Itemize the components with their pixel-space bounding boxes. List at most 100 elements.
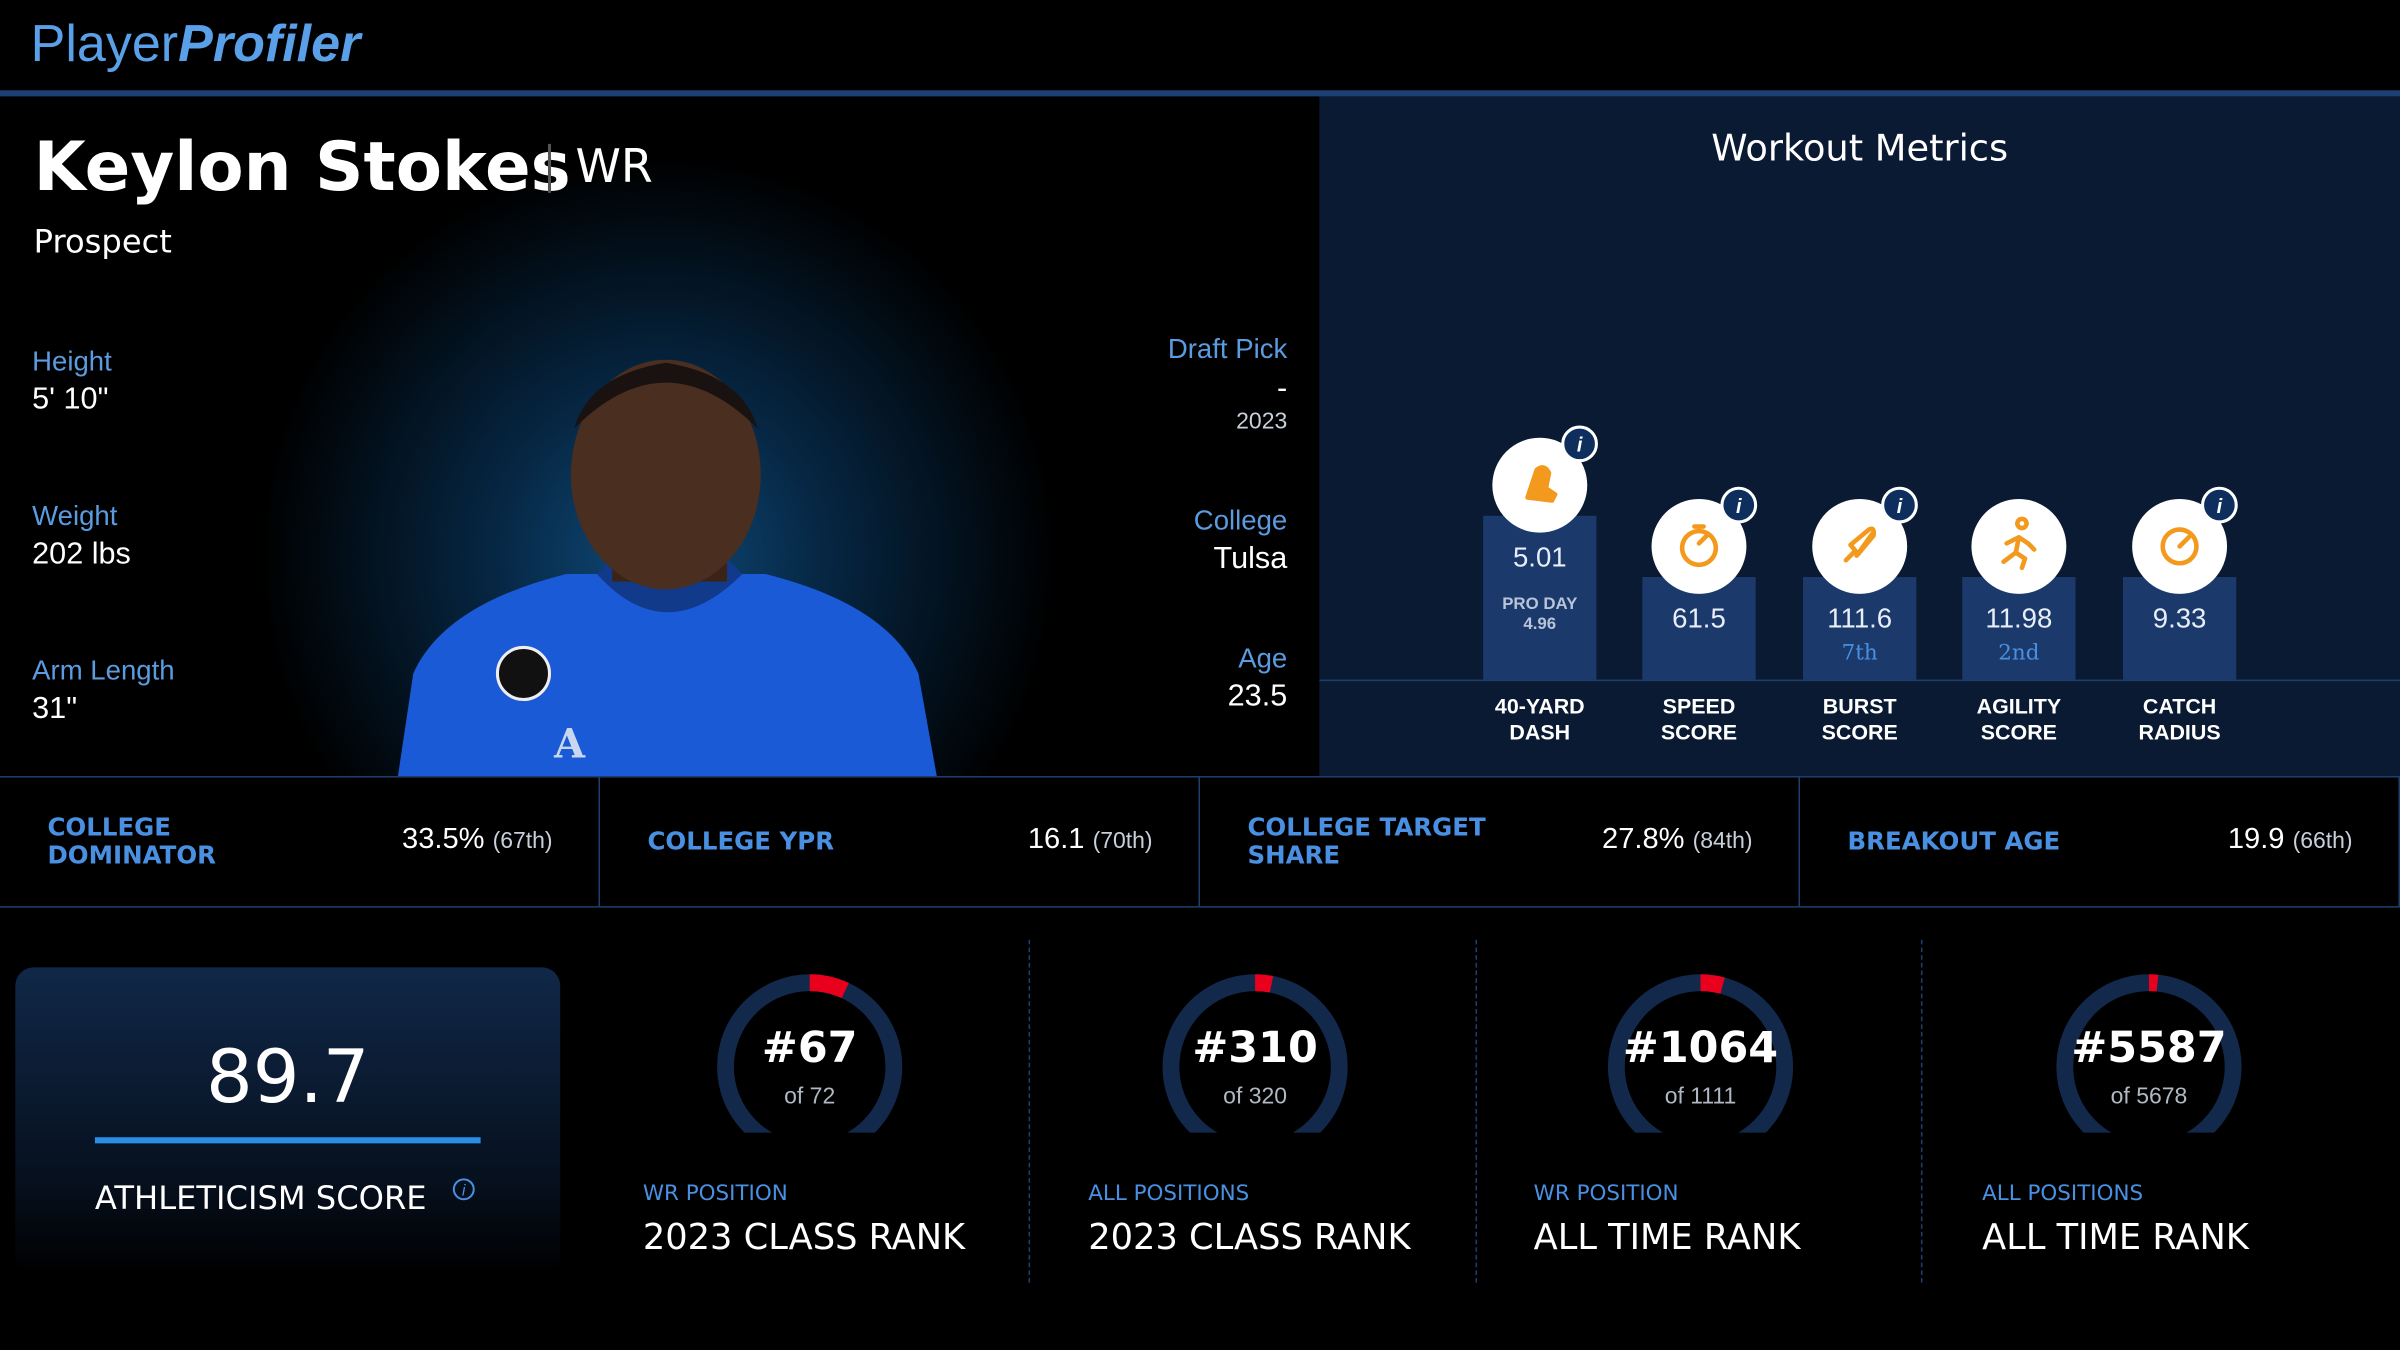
info-i: i	[1897, 496, 1903, 518]
stat-cell: BREAKOUT AGE 19.9 (66th)	[1800, 777, 2400, 907]
rank-subtitle: ALL POSITIONS	[1982, 1181, 2144, 1207]
stat-label: COLLEGE DOMINATOR	[47, 812, 217, 870]
metric-icon: i	[1812, 486, 1918, 594]
stat-cell: COLLEGE DOMINATOR 33.5% (67th)	[0, 777, 601, 907]
rank-number: #310	[1192, 1022, 1318, 1073]
rank-title: ALL TIME RANK	[1982, 1218, 2249, 1259]
workout-baseline	[1319, 679, 2400, 682]
jersey-letter: A	[553, 722, 586, 768]
icon-glyph	[2160, 527, 2199, 566]
metric-icon	[1971, 498, 2067, 594]
ring-track	[1162, 974, 1348, 1133]
name-divider	[547, 143, 552, 193]
bio-value: -	[1277, 371, 1288, 406]
stat-label: COLLEGE YPR	[647, 826, 835, 856]
player-photo: A	[397, 359, 937, 777]
rank-ring	[717, 974, 903, 1133]
metric-label: BURST SCORE	[1821, 693, 1898, 744]
workout-title: Workout Metrics	[1711, 127, 2009, 170]
stat-percentile: (66th)	[2292, 828, 2353, 855]
metric-value: 61.5	[1672, 603, 1726, 634]
bio-sub: 2023	[1236, 408, 1288, 435]
logo-b[interactable]: Profiler	[178, 15, 361, 74]
athleticism-label: ATHLETICISM SCORE	[94, 1180, 427, 1217]
rank-separator	[1028, 939, 1031, 1283]
header-rule	[0, 90, 2400, 97]
workout-bar	[1962, 577, 2076, 680]
metric-label: CATCH RADIUS	[2138, 693, 2221, 744]
info-icon[interactable]: i	[1881, 486, 1918, 524]
ring-arc	[717, 974, 903, 1133]
bio-label: Draft Pick	[1167, 333, 1288, 365]
stat-percentile: (84th)	[1692, 828, 1753, 855]
rank-number: #1064	[1622, 1022, 1779, 1073]
player-status: Prospect	[33, 223, 172, 261]
workout-bar	[1483, 515, 1597, 680]
workout-bar	[1803, 577, 1917, 680]
metric-note-value: 4.96	[1523, 615, 1557, 634]
rank-title: 2023 CLASS RANK	[1088, 1218, 1411, 1259]
stat-label: BREAKOUT AGE	[1847, 826, 2061, 856]
rank-total: of 5678	[2110, 1083, 2188, 1110]
stat-value-group: 16.1 (70th)	[1028, 823, 1153, 857]
info-badge	[1561, 425, 1598, 463]
rank-column: #310 of 320 ALL POSITIONS 2023 CLASS RANK	[1033, 918, 1477, 1285]
rank-column: #5587 of 5678 ALL POSITIONS ALL TIME RANK	[1927, 918, 2371, 1285]
stat-value-group: 19.9 (66th)	[2228, 823, 2353, 857]
icon-glyph	[1679, 524, 1719, 568]
info-icon[interactable]: i	[1561, 425, 1598, 463]
rank-subtitle: WR POSITION	[1533, 1181, 1679, 1207]
logo[interactable]: PlayerProfiler	[31, 15, 361, 75]
rank-subtitle: WR POSITION	[642, 1181, 788, 1207]
athleticism-value: 89.7	[205, 1034, 370, 1121]
rank-ring	[1607, 974, 1794, 1133]
bio-label: Age	[1238, 642, 1288, 674]
info-icon[interactable]: i	[2201, 486, 2238, 524]
info-icon[interactable]: i	[1720, 486, 1758, 524]
stat-percentile: (70th)	[1092, 828, 1153, 855]
info-i: i	[1736, 496, 1742, 518]
rank-total: of 320	[1223, 1083, 1288, 1110]
rank-subtitle: ALL POSITIONS	[1088, 1181, 1250, 1207]
metric-value: 9.33	[2152, 603, 2207, 634]
workout-panel: Workout Metrics i 5.01 PRO DAY 4.96 40-YARD …	[1319, 96, 2400, 777]
info-icon[interactable]: i	[452, 1177, 476, 1201]
stat-cell: COLLEGE YPR 16.1 (70th)	[600, 777, 1201, 907]
info-badge	[1720, 486, 1758, 524]
bio-value: 5' 10"	[32, 382, 109, 417]
rank-title: ALL TIME RANK	[1533, 1218, 1801, 1259]
stat-percentile: (67th)	[492, 828, 553, 855]
metric-value: 11.98	[1985, 603, 2053, 634]
metric-label: AGILITY SCORE	[1976, 693, 2062, 744]
metric-icon: i	[1651, 486, 1758, 594]
rank-number: #67	[761, 1022, 858, 1073]
bio-label: Weight	[32, 500, 118, 532]
metric-icon: i	[1492, 425, 1598, 533]
metric-label: 40-YARD DASH	[1494, 693, 1585, 744]
metric-value: 111.6	[1827, 603, 1893, 634]
stat-value: 16.1	[1027, 823, 1085, 856]
stat-value: 19.9	[2227, 823, 2285, 856]
rank-column: #67 of 72 WR POSITION 2023 CLASS RANK	[588, 918, 1032, 1285]
logo-a[interactable]: Player	[30, 15, 179, 74]
workout-bar	[1642, 577, 1756, 680]
rank-ring	[1162, 974, 1348, 1133]
stat-value: 27.8%	[1602, 823, 1685, 856]
stat-value-group: 27.8% (84th)	[1602, 823, 1753, 857]
metric-rank: 7th	[1841, 641, 1878, 666]
info-badge	[1881, 486, 1918, 524]
workout-bar	[2122, 577, 2237, 680]
metric-value: 5.01	[1512, 541, 1567, 573]
bio-label: Arm Length	[32, 655, 175, 686]
rank-column: #1064 of 1111 WR POSITION ALL TIME RANK	[1479, 918, 1923, 1285]
bio-value: Tulsa	[1213, 541, 1288, 576]
player-name: Keylon Stokes	[33, 128, 571, 207]
bio-value: 31"	[32, 691, 78, 726]
metric-icon: i	[2132, 486, 2238, 594]
stat-cell: COLLEGE TARGET SHARE 27.8% (84th)	[1200, 777, 1801, 907]
ring-arc	[2056, 974, 2242, 1133]
metric-label: SPEED SCORE	[1660, 693, 1738, 744]
